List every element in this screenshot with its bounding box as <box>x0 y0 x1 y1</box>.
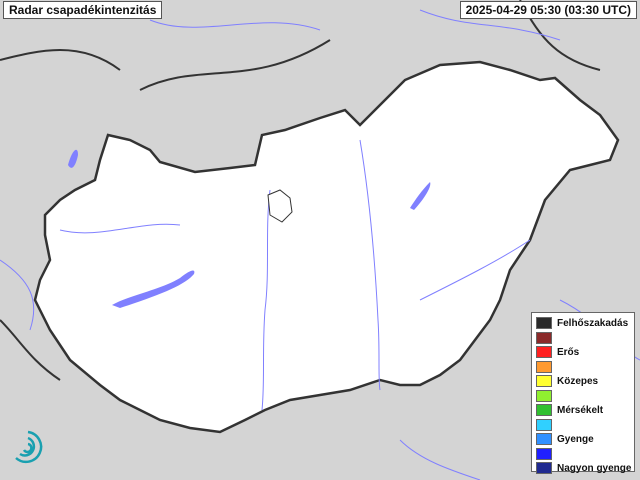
legend-swatch <box>536 418 552 431</box>
legend-label: Erős <box>557 346 580 358</box>
legend-item: Nagyon gyenge <box>536 461 632 475</box>
legend-item: Közepes <box>536 374 630 388</box>
lake-neusiedl <box>68 149 78 168</box>
hungary-country <box>33 60 620 434</box>
legend-item <box>536 418 630 432</box>
legend-swatch <box>536 331 552 344</box>
legend-swatch <box>536 389 552 402</box>
neighbor-rivers <box>0 9 640 480</box>
legend-swatch <box>536 317 552 329</box>
legend-item <box>536 360 630 374</box>
timestamp: 2025-04-29 05:30 (03:30 UTC) <box>459 1 637 19</box>
legend-label: Nagyon gyenge <box>557 462 632 474</box>
legend-swatch <box>536 433 552 445</box>
met-service-logo <box>15 430 43 464</box>
legend-label: Közepes <box>557 375 599 387</box>
legend-swatch <box>536 375 552 387</box>
lake-balaton <box>112 270 195 308</box>
legend-item: Erős <box>536 345 630 359</box>
legend-swatch <box>536 404 552 416</box>
legend-item: Gyenge <box>536 432 630 446</box>
legend-label: Mérsékelt <box>557 404 604 416</box>
precipitation-legend: Felhőszakadás Erős Közepes Mérsékelt Gyenge N… <box>531 312 635 475</box>
legend-swatch <box>536 447 552 460</box>
lake-tisza <box>410 182 431 210</box>
map-title: Radar csapadékintenzitás <box>3 1 163 19</box>
legend-item: Felhőszakadás <box>536 316 630 330</box>
legend-swatch <box>536 462 552 474</box>
rivers <box>59 139 531 411</box>
legend-item <box>536 331 630 345</box>
budapest-outline <box>267 189 293 223</box>
legend-item <box>536 447 630 461</box>
legend-swatch <box>536 360 552 373</box>
neighbor-borders <box>0 0 601 381</box>
legend-label: Felhőszakadás <box>557 317 629 329</box>
legend-swatch <box>536 346 552 358</box>
legend-item: Mérsékelt <box>536 403 630 417</box>
legend-label: Gyenge <box>557 433 594 445</box>
legend-item <box>536 389 630 403</box>
